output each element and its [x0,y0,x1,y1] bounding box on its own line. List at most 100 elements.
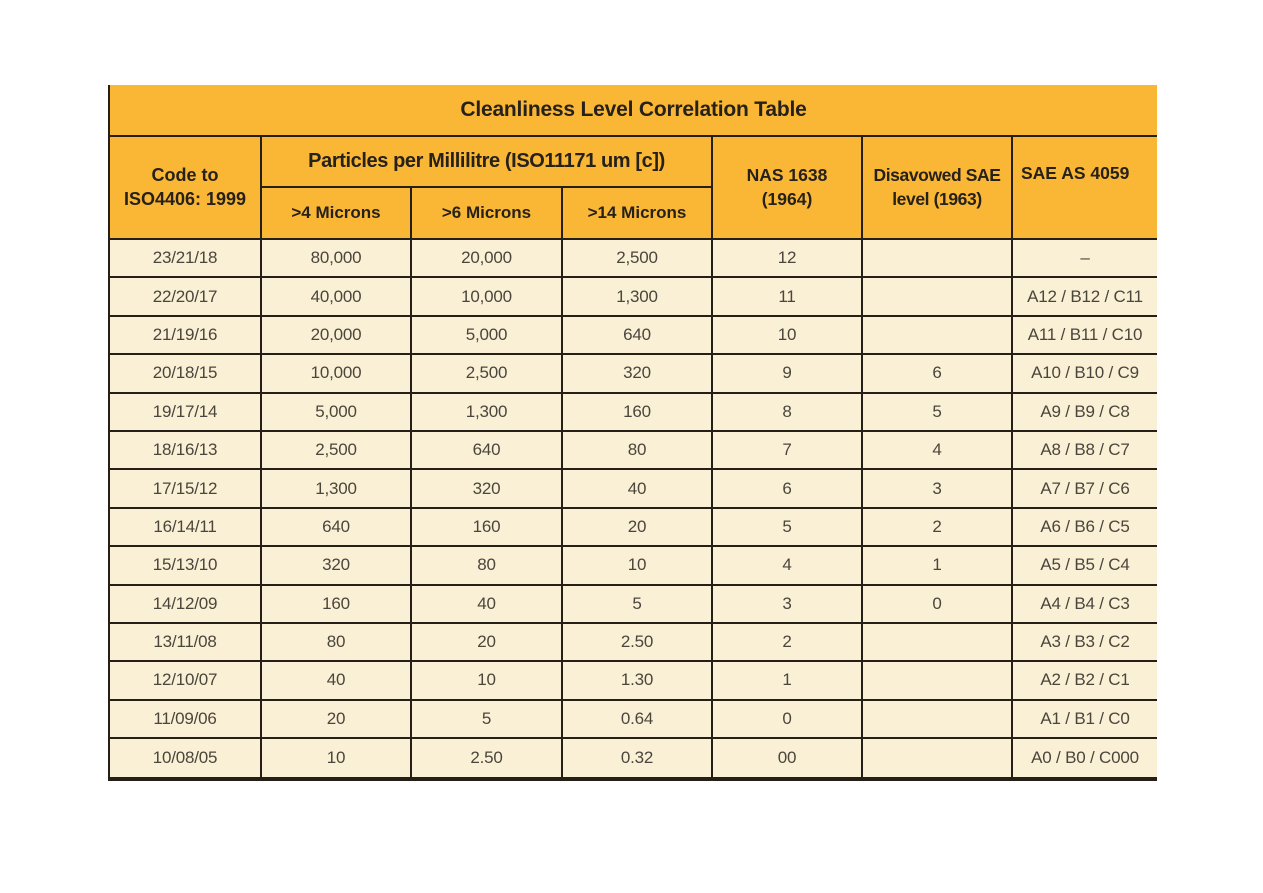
cleanliness-correlation-table: Cleanliness Level Correlation Table Code… [108,85,1157,782]
cell-gt4-microns: 160 [262,585,412,622]
table-header: Code to ISO4406: 1999 Particles per Mill… [110,137,1157,240]
cell-nas-1638: 2 [713,623,863,661]
cell-nas-1638: 4 [713,547,863,584]
cell-sae-as-4059: A7 / B7 / C6 [1040,478,1130,498]
cell-gt6-microns: 1,300 [412,393,563,430]
cell-nas-1638: 6 [713,470,863,507]
table-row: 14/12/09 160 40 5 3 0 A4 / B4 / C3 [110,585,1157,624]
table-row: 11/09/06 20 5 0.64 0 A1 / B1 / C0 [110,700,1157,740]
cell-sae-as-4059: A8 / B8 / C7 [1040,440,1130,460]
cell-gt6-microns: 320 [412,470,563,507]
cell-iso-code: 19/17/14 [110,393,262,430]
cell-gt4-microns: 40,000 [262,278,412,315]
cell-sae-as-4059: A1 / B1 / C0 [1040,708,1130,728]
col-header-disavowed-line2: level (1963) [892,188,982,209]
cell-nas-1638: 5 [713,508,863,546]
cell-gt4-microns: 80 [262,623,412,661]
cell-gt14-microns: 640 [563,316,713,354]
col-header-nas-line1: NAS 1638 [746,165,828,186]
cell-gt4-microns: 1,300 [262,470,412,507]
cell-gt6-microns: 2,500 [412,355,563,392]
col-header-iso4406-line1: Code to [151,164,219,185]
cell-gt14-microns: 1.30 [563,662,713,699]
cell-disavowed-sae [863,240,1013,277]
cell-iso-code: 14/12/09 [110,585,262,622]
table-row: 20/18/15 10,000 2,500 320 9 6 A10 / B10 … [110,355,1157,394]
table-row: 13/11/08 80 20 2.50 2 A3 / B3 / C2 [110,623,1157,663]
cell-sae-as-4059: A12 / B12 / C11 [1027,286,1143,306]
cell-disavowed-sae [863,623,1013,661]
cell-gt14-microns: 80 [563,431,713,469]
col-header-iso4406-code: Code to ISO4406: 1999 [110,137,262,238]
table-row: 12/10/07 40 10 1.30 1 A2 / B2 / C1 [110,662,1157,701]
cell-disavowed-sae [863,316,1013,354]
cell-iso-code: 21/19/16 [110,316,262,354]
cell-iso-code: 23/21/18 [110,240,262,277]
cell-sae-as-4059: A10 / B10 / C9 [1031,363,1139,383]
cell-iso-code: 18/16/13 [110,431,262,469]
col-header-nas-line2: (1964) [761,188,813,209]
cell-sae-as-4059: A6 / B6 / C5 [1040,516,1130,536]
cell-iso-code: 12/10/07 [110,662,262,699]
cell-sae-as-4059: A2 / B2 / C1 [1040,670,1130,690]
cell-sae-as-4059: A4 / B4 / C3 [1040,593,1130,613]
cell-gt6-microns: 20 [412,623,563,661]
cell-gt6-microns: 80 [412,547,563,584]
cell-gt4-microns: 320 [262,547,412,584]
table-title: Cleanliness Level Correlation Table [110,85,1157,137]
cell-nas-1638: 0 [713,700,863,738]
cell-iso-code: 10/08/05 [110,739,262,778]
cell-gt14-microns: 0.64 [563,700,713,738]
cell-gt4-microns: 10,000 [262,355,412,392]
cell-nas-1638: 00 [713,739,863,778]
cell-iso-code: 20/18/15 [110,355,262,392]
cell-sae-as-4059: A11 / B11 / C10 [1027,324,1143,344]
cell-iso-code: 16/14/11 [110,508,262,546]
cell-sae-as-4059: – [1080,248,1090,268]
cell-gt14-microns: 5 [563,585,713,622]
cell-sae-as-4059: A5 / B5 / C4 [1040,555,1130,575]
cell-sae-as-4059: A0 / B0 / C000 [1031,748,1139,768]
cell-gt14-microns: 2,500 [563,240,713,277]
cell-nas-1638: 11 [713,278,863,315]
cell-gt6-microns: 40 [412,585,563,622]
table-row: 15/13/10 320 80 10 4 1 A5 / B5 / C4 [110,547,1157,586]
table-row: 22/20/17 40,000 10,000 1,300 11 A12 / B1… [110,278,1157,317]
cell-sae-as-4059: A9 / B9 / C8 [1040,401,1130,421]
cell-gt14-microns: 160 [563,393,713,430]
col-group-header-particles-per-millilitre: Particles per Millilitre (ISO11171 um [c… [262,137,713,188]
cell-gt4-microns: 20,000 [262,316,412,354]
cell-gt6-microns: 160 [412,508,563,546]
cell-gt14-microns: 10 [563,547,713,584]
cell-gt14-microns: 320 [563,355,713,392]
cell-iso-code: 22/20/17 [110,278,262,315]
cell-disavowed-sae: 5 [863,393,1013,430]
cell-disavowed-sae: 1 [863,547,1013,584]
cell-disavowed-sae [863,278,1013,315]
cell-gt6-microns: 20,000 [412,240,563,277]
cell-nas-1638: 8 [713,393,863,430]
col-header-sae-as-4059: SAE AS 4059 [1021,163,1130,183]
cell-gt14-microns: 2.50 [563,623,713,661]
table-row: 21/19/16 20,000 5,000 640 10 A11 / B11 /… [110,316,1157,356]
cell-gt4-microns: 2,500 [262,431,412,469]
col-header-disavowed-line1: Disavowed SAE [873,165,1001,186]
cell-disavowed-sae: 4 [863,431,1013,469]
table-row: 23/21/18 80,000 20,000 2,500 12 – [110,240,1157,279]
cell-nas-1638: 9 [713,355,863,392]
cell-sae-as-4059: A3 / B3 / C2 [1040,632,1130,652]
cell-gt4-microns: 20 [262,700,412,738]
cell-gt14-microns: 40 [563,470,713,507]
table-row: 10/08/05 10 2.50 0.32 00 A0 / B0 / C000 [110,739,1157,778]
cell-iso-code: 17/15/12 [110,470,262,507]
cell-disavowed-sae [863,700,1013,738]
cell-disavowed-sae: 6 [863,355,1013,392]
col-header-disavowed-sae: Disavowed SAE level (1963) [863,137,1013,238]
table-body: 23/21/18 80,000 20,000 2,500 12 – 22/20/… [110,240,1157,778]
cell-nas-1638: 12 [713,240,863,277]
cell-nas-1638: 10 [713,316,863,354]
cell-gt14-microns: 1,300 [563,278,713,315]
cell-gt6-microns: 5 [412,700,563,738]
cell-iso-code: 13/11/08 [110,623,262,661]
col-header-gt6-microns: >6 Microns [412,188,563,238]
